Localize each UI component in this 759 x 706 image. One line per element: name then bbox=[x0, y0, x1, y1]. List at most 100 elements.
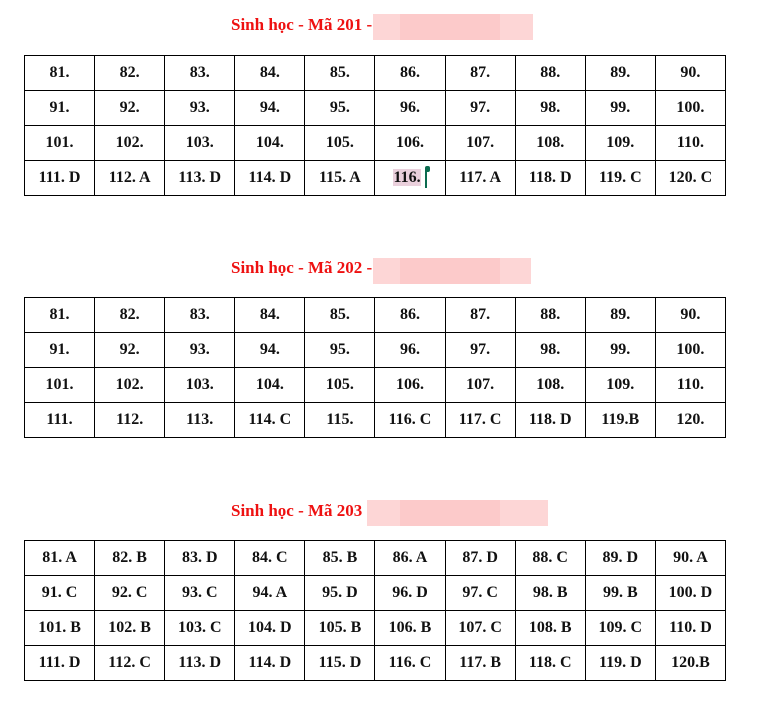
answer-cell: 114. D bbox=[234, 645, 306, 681]
answer-text: 83. bbox=[189, 64, 210, 81]
answer-cell: 84. bbox=[234, 55, 306, 91]
answer-table: 81. 82. 83. 84. 85. 86. 87. 88. 89. 90. 91. 92. 93. 9… bbox=[23, 297, 727, 438]
answer-text: 102. bbox=[115, 376, 144, 393]
answer-cell: 95. D bbox=[304, 575, 376, 611]
answer-cell: 105. B bbox=[304, 610, 376, 646]
answer-cell: 84. bbox=[234, 297, 306, 333]
answer-text: 86. A bbox=[392, 549, 428, 566]
answer-text: 102. bbox=[115, 134, 144, 151]
answer-text: 111. bbox=[46, 411, 73, 428]
answer-text: 98. bbox=[540, 341, 561, 358]
answer-cell: 116. C bbox=[374, 645, 446, 681]
answer-text: 115. bbox=[326, 411, 354, 428]
answer-cell: 90. bbox=[654, 55, 727, 91]
answer-cell: 104. D bbox=[234, 610, 306, 646]
answer-text: 86. bbox=[400, 64, 421, 81]
answer-cell: 83. D bbox=[164, 540, 236, 576]
answer-text: 82. bbox=[119, 306, 140, 323]
answer-cell: 115. A bbox=[304, 160, 376, 196]
answer-cell: 104. bbox=[234, 367, 306, 403]
answer-cell: 120.B bbox=[654, 645, 727, 681]
answer-text: 106. B bbox=[388, 619, 432, 636]
answer-text: 82. bbox=[119, 64, 140, 81]
answer-cell: 107. bbox=[444, 367, 516, 403]
answer-cell: 114. C bbox=[234, 402, 306, 438]
answer-cell: 105. bbox=[304, 125, 376, 161]
answer-cell: 81. bbox=[23, 297, 96, 333]
table-row: 101. 102. 103. 104. 105. 106. 107. 108. 109. 110. bbox=[23, 125, 727, 161]
answer-cell: 119. D bbox=[584, 645, 656, 681]
answer-text: 88. C bbox=[532, 549, 568, 566]
answer-cell: 91. bbox=[23, 90, 96, 126]
table-row: 111. 112. 113. 114. C 115. 116. C 117. C 118. D… bbox=[23, 402, 727, 438]
answer-cell: 113. D bbox=[164, 160, 236, 196]
answer-cell: 112. C bbox=[94, 645, 166, 681]
answer-cell: 101. bbox=[23, 125, 96, 161]
table-row: 81. A 82. B 83. D 84. C 85. B 86. A 87. D 88. C… bbox=[23, 540, 727, 576]
answer-cell: 96. D bbox=[374, 575, 446, 611]
answer-text: 101. bbox=[45, 134, 74, 151]
answer-text: 116. bbox=[393, 168, 421, 186]
answer-text: 117. B bbox=[459, 654, 501, 671]
answer-text: 93. bbox=[189, 341, 210, 358]
answer-text: 105. bbox=[325, 376, 354, 393]
answer-table: 81. 82. 83. 84. 85. 86. 87. 88. 89. 90. 91. 92. 93. 9… bbox=[23, 55, 727, 196]
answer-text: 117. C bbox=[458, 411, 502, 428]
answer-cell: 89. D bbox=[584, 540, 656, 576]
answer-text: 106. bbox=[396, 134, 425, 151]
answer-cell: 100. D bbox=[654, 575, 727, 611]
answer-cell: 94. A bbox=[234, 575, 306, 611]
answer-text: 95. bbox=[329, 341, 350, 358]
answer-text: 81. bbox=[49, 64, 70, 81]
answer-text: 108. B bbox=[528, 619, 572, 636]
answer-cell: 113. D bbox=[164, 645, 236, 681]
answer-text: 98. B bbox=[532, 584, 568, 601]
answer-text: 96. D bbox=[392, 584, 428, 601]
answer-cell: 111. bbox=[23, 402, 96, 438]
answer-text: 92. C bbox=[111, 584, 148, 601]
answer-text: 88. bbox=[540, 64, 561, 81]
table-row: 111. D 112. C 113. D 114. D 115. D 116. C 117.… bbox=[23, 645, 727, 681]
answer-table: 81. A 82. B 83. D 84. C 85. B 86. A 87. D 88. C… bbox=[23, 540, 727, 681]
answer-text: 107. C bbox=[458, 619, 502, 636]
answer-text: 108. bbox=[536, 134, 565, 151]
answer-cell: 86. bbox=[374, 55, 446, 91]
answer-text: 110. bbox=[676, 376, 704, 393]
answer-text: 110. D bbox=[669, 619, 712, 636]
answer-text: 86. bbox=[400, 306, 421, 323]
answer-text: 109. C bbox=[598, 619, 643, 636]
answer-cell: 111. D bbox=[23, 645, 96, 681]
text-cursor-icon bbox=[424, 166, 430, 188]
answer-text: 116. C bbox=[388, 654, 432, 671]
answer-cell: 85. bbox=[304, 55, 376, 91]
table-row: 91. 92. 93. 94. 95. 96. 97. 98. 99. 100. bbox=[23, 90, 727, 126]
answer-text: 113. bbox=[186, 411, 214, 428]
answer-cell: 85. B bbox=[304, 540, 376, 576]
answer-cell: 101. B bbox=[23, 610, 96, 646]
answer-cell: 87. D bbox=[444, 540, 516, 576]
answer-text: 119. C bbox=[598, 169, 642, 186]
answer-cell: 87. bbox=[444, 297, 516, 333]
answer-text: 81. bbox=[49, 306, 70, 323]
answer-text: 96. bbox=[400, 99, 421, 116]
answer-cell: 110. bbox=[654, 367, 727, 403]
answer-text: 92. bbox=[119, 341, 140, 358]
answer-cell: 88. C bbox=[514, 540, 586, 576]
answer-cell: 102. bbox=[94, 367, 166, 403]
answer-cell: 110. bbox=[654, 125, 727, 161]
answer-cell: 117. B bbox=[444, 645, 516, 681]
answer-cell: 117. A bbox=[444, 160, 516, 196]
answer-text: 107. bbox=[466, 376, 495, 393]
answer-cell: 119. C bbox=[584, 160, 656, 196]
table-row: 91. C 92. C 93. C 94. A 95. D 96. D 97. C 98. B… bbox=[23, 575, 727, 611]
answer-text: 89. D bbox=[602, 549, 639, 566]
answer-text: 118. C bbox=[528, 654, 572, 671]
answer-cell: 86. bbox=[374, 297, 446, 333]
answer-text: 101. bbox=[45, 376, 74, 393]
answer-cell: 106. bbox=[374, 125, 446, 161]
answer-text: 91. bbox=[49, 99, 70, 116]
answer-cell: 98. B bbox=[514, 575, 586, 611]
answer-text: 91. C bbox=[41, 584, 78, 601]
answer-cell: 81. A bbox=[23, 540, 96, 576]
answer-cell: 106. B bbox=[374, 610, 446, 646]
